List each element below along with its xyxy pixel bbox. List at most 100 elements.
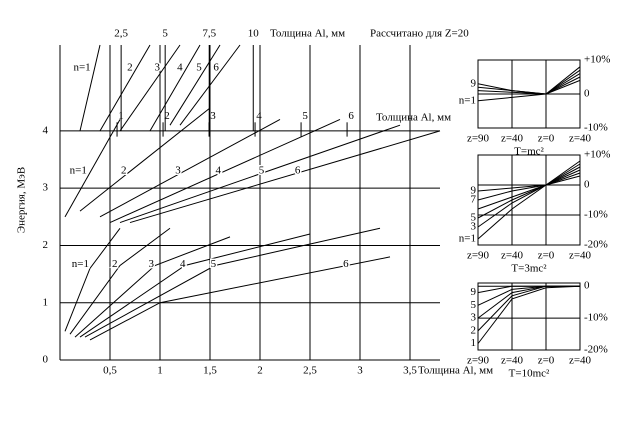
y-tick-label: +10% bbox=[584, 149, 610, 161]
series-label: 5 bbox=[196, 61, 202, 73]
x-tick-label: z=90 bbox=[467, 355, 490, 367]
mid-tick-label: 4 bbox=[256, 110, 262, 122]
x-tick-label: 3,5 bbox=[403, 365, 417, 377]
x-tick-label: 2,5 bbox=[303, 365, 317, 377]
curve bbox=[99, 44, 151, 132]
top-tick-label: 2,5 bbox=[114, 28, 128, 40]
y-tick-label: 2 bbox=[43, 239, 49, 251]
y-axis-label: Энергия, МэВ bbox=[16, 167, 28, 233]
curve bbox=[477, 169, 581, 210]
mid-tick-label: 2 bbox=[164, 110, 170, 122]
series-label: 3 bbox=[149, 258, 155, 270]
curve bbox=[129, 130, 441, 224]
series-label: 3 bbox=[155, 61, 161, 73]
top-tick-label: 10 bbox=[248, 28, 260, 40]
series-label: 2 bbox=[121, 165, 127, 177]
mid-axis-label: Толщина Al, мм bbox=[376, 112, 451, 124]
line-label: n=1 bbox=[459, 94, 476, 106]
curve bbox=[477, 285, 580, 332]
series-label: 5 bbox=[211, 258, 217, 270]
curve bbox=[477, 166, 581, 219]
line-label: 5 bbox=[471, 212, 477, 224]
line-label: 3 bbox=[471, 312, 477, 324]
curve bbox=[84, 227, 381, 338]
top-tick-label: 7,5 bbox=[202, 28, 216, 40]
curve bbox=[79, 233, 311, 338]
y-tick-label: -10% bbox=[584, 312, 608, 324]
x-tick-label: z=90 bbox=[467, 250, 490, 262]
mid-tick-label: 3 bbox=[210, 110, 216, 122]
line-label: 9 bbox=[471, 286, 477, 298]
inset-title: T=3mc² bbox=[511, 263, 547, 275]
x-tick-label: z=40 bbox=[569, 133, 592, 145]
x-tick-label: z=90 bbox=[467, 133, 490, 145]
series-label: 4 bbox=[177, 61, 183, 73]
curve bbox=[79, 44, 101, 132]
series-label: n=1 bbox=[72, 258, 89, 270]
y-tick-label: +10% bbox=[584, 54, 610, 66]
line-label: 1 bbox=[471, 337, 477, 349]
x-tick-label: z=0 bbox=[538, 133, 555, 145]
y-tick-label: -20% bbox=[584, 344, 608, 356]
y-tick-label: -10% bbox=[584, 122, 608, 134]
curve bbox=[99, 119, 281, 218]
x-tick-label: 2 bbox=[257, 365, 263, 377]
series-label: 3 bbox=[175, 165, 181, 177]
series-label: 6 bbox=[343, 258, 349, 270]
series-label: 2 bbox=[127, 61, 133, 73]
curve bbox=[477, 172, 581, 201]
inset-title: T=mc² bbox=[514, 146, 544, 158]
x-tick-label: z=40 bbox=[501, 133, 524, 145]
curve bbox=[119, 44, 181, 132]
series-label: n=1 bbox=[73, 61, 90, 73]
line-label: n=1 bbox=[459, 233, 476, 245]
line-label: 7 bbox=[471, 194, 477, 206]
curve bbox=[64, 119, 121, 218]
mid-tick-label: 5 bbox=[302, 110, 308, 122]
y-tick-label: 0 bbox=[43, 354, 49, 366]
top-tick-label: 5 bbox=[162, 28, 168, 40]
curve bbox=[109, 118, 341, 224]
y-tick-label: -10% bbox=[584, 209, 608, 221]
x-tick-label: 0,5 bbox=[103, 365, 117, 377]
curve bbox=[477, 285, 581, 344]
x-tick-label: z=40 bbox=[501, 355, 524, 367]
curve bbox=[477, 175, 581, 192]
curve bbox=[89, 256, 391, 341]
note: Рассчитано для Z=20 bbox=[370, 28, 469, 40]
curve bbox=[149, 44, 201, 132]
y-tick-label: 0 bbox=[584, 280, 590, 292]
x-tick-label: z=40 bbox=[569, 355, 592, 367]
curve bbox=[477, 76, 581, 95]
curve bbox=[477, 160, 581, 240]
series-label: 4 bbox=[216, 165, 222, 177]
y-tick-label: 0 bbox=[584, 88, 590, 100]
y-tick-label: -20% bbox=[584, 239, 608, 251]
curve bbox=[477, 163, 581, 228]
curve bbox=[477, 66, 581, 102]
mid-tick-label: 6 bbox=[348, 110, 354, 122]
line-label: 2 bbox=[471, 324, 477, 336]
line-label: 9 bbox=[471, 77, 477, 89]
series-label: 5 bbox=[259, 165, 265, 177]
x-tick-label: z=40 bbox=[501, 250, 524, 262]
x-tick-label: z=0 bbox=[538, 355, 555, 367]
y-tick-label: 1 bbox=[43, 296, 49, 308]
line-label: 9 bbox=[471, 185, 477, 197]
x-tick-label: 1,5 bbox=[203, 365, 217, 377]
series-label: 6 bbox=[213, 61, 219, 73]
x-tick-label: 1 bbox=[157, 365, 163, 377]
top-axis-label: Толщина Al, мм bbox=[270, 28, 345, 40]
line-label: 5 bbox=[471, 299, 477, 311]
curve bbox=[477, 73, 581, 95]
series-label: n=1 bbox=[70, 165, 87, 177]
x-tick-label: z=0 bbox=[538, 250, 555, 262]
x-tick-label: z=40 bbox=[569, 250, 592, 262]
x-axis-label: Толщина Al, мм bbox=[418, 365, 493, 377]
curve bbox=[79, 107, 211, 212]
curve bbox=[179, 44, 241, 126]
curve bbox=[69, 227, 171, 335]
y-tick-label: 3 bbox=[43, 182, 49, 194]
